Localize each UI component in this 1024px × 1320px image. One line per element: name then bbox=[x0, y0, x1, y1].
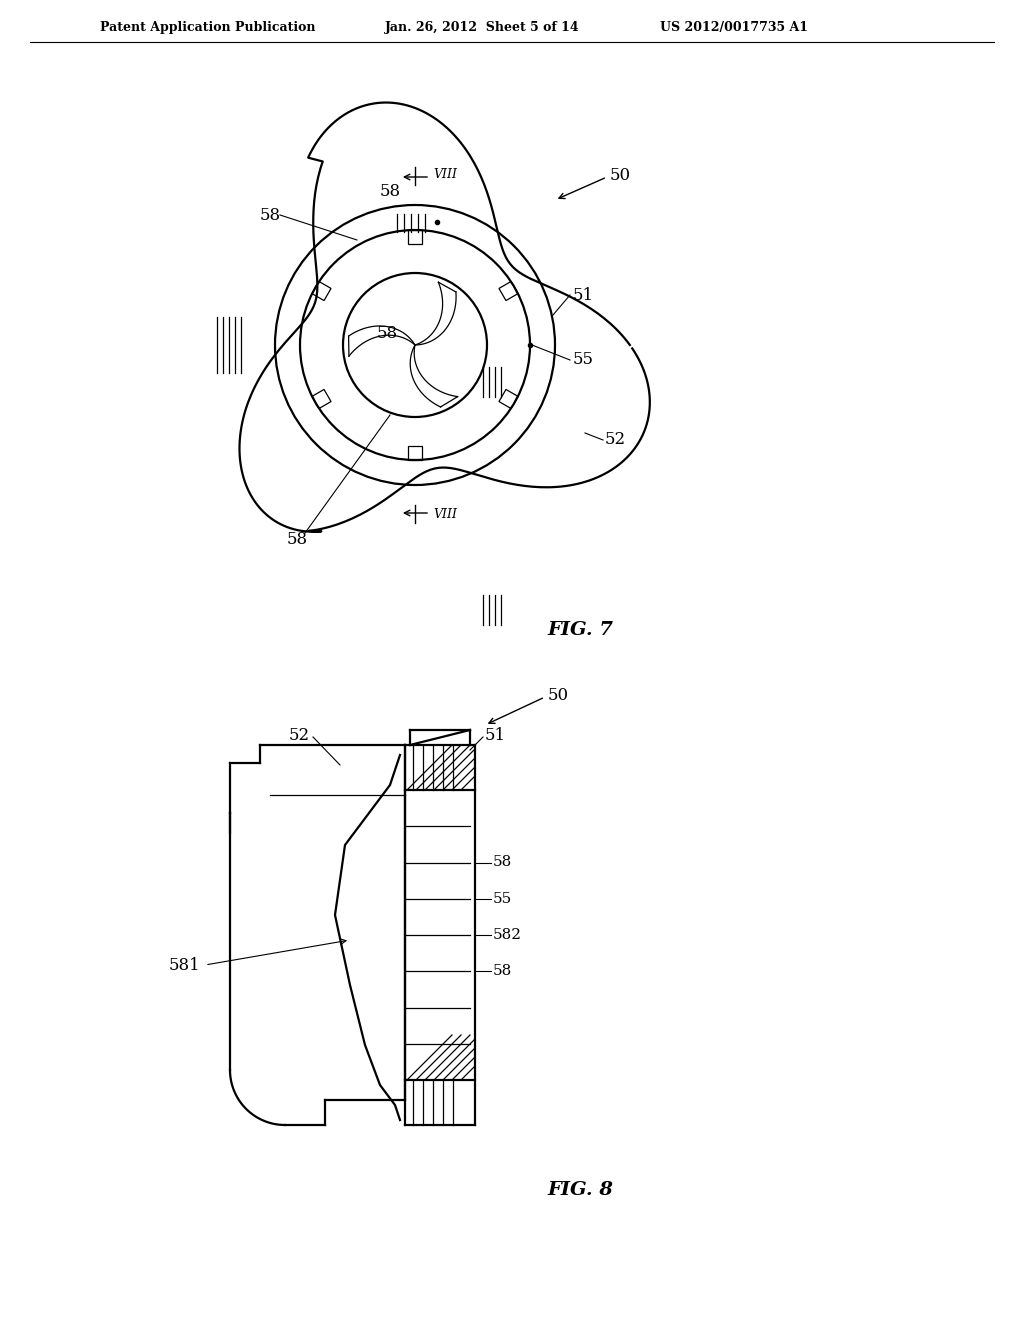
Text: VIII: VIII bbox=[433, 169, 457, 181]
Text: 581: 581 bbox=[168, 957, 200, 974]
Text: 582: 582 bbox=[493, 928, 522, 942]
Text: 58: 58 bbox=[259, 206, 281, 223]
Text: US 2012/0017735 A1: US 2012/0017735 A1 bbox=[660, 21, 808, 33]
Text: 50: 50 bbox=[548, 686, 569, 704]
Text: FIG. 7: FIG. 7 bbox=[547, 620, 613, 639]
Text: 58: 58 bbox=[287, 532, 307, 549]
Text: 55: 55 bbox=[493, 892, 512, 906]
Text: VIII: VIII bbox=[433, 508, 457, 521]
Text: 51: 51 bbox=[485, 726, 506, 743]
Text: Jan. 26, 2012  Sheet 5 of 14: Jan. 26, 2012 Sheet 5 of 14 bbox=[385, 21, 580, 33]
Text: 58: 58 bbox=[377, 325, 397, 342]
Text: 58: 58 bbox=[380, 183, 400, 201]
Text: 51: 51 bbox=[573, 286, 594, 304]
Text: 55: 55 bbox=[573, 351, 594, 368]
Text: 52: 52 bbox=[289, 726, 310, 743]
Text: 52: 52 bbox=[605, 432, 626, 449]
Text: 58: 58 bbox=[493, 964, 512, 978]
Text: 58: 58 bbox=[493, 855, 512, 870]
Text: Patent Application Publication: Patent Application Publication bbox=[100, 21, 315, 33]
Text: FIG. 8: FIG. 8 bbox=[547, 1181, 613, 1199]
Text: 50: 50 bbox=[610, 166, 631, 183]
